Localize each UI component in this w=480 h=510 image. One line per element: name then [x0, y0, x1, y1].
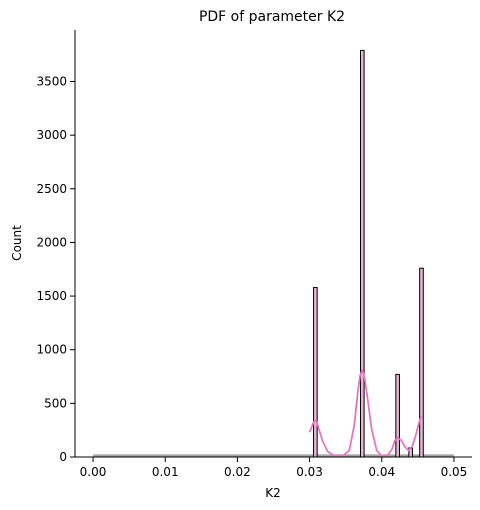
chart-title: PDF of parameter K2	[199, 9, 345, 25]
x-tick-label: 0.03	[296, 465, 323, 479]
x-ticks: 0.00 0.01 0.02 0.03 0.04 0.05	[80, 457, 468, 479]
y-tick-label: 2000	[36, 235, 67, 249]
histogram-bar	[313, 286, 318, 458]
x-axis-label: K2	[265, 486, 281, 500]
histogram-bar	[359, 49, 365, 458]
y-tick-label: 1500	[36, 289, 67, 303]
y-tick-label: 0	[59, 450, 67, 464]
x-tick-label: 0.05	[441, 465, 468, 479]
histogram-bar	[419, 267, 424, 458]
y-axis-label: Count	[10, 225, 24, 261]
histogram-bar	[395, 373, 400, 458]
baseline-layer	[93, 454, 454, 457]
x-tick-label: 0.01	[152, 465, 179, 479]
baseline-band	[93, 454, 454, 457]
kde-curve	[308, 369, 423, 458]
histogram-bars	[313, 49, 424, 458]
y-ticks: 0 500 1000 1500 2000 2500 3000 3500	[36, 74, 75, 464]
y-tick-label: 3000	[36, 128, 67, 142]
x-tick-label: 0.04	[368, 465, 395, 479]
kde-layer	[308, 369, 423, 458]
y-tick-label: 3500	[36, 74, 67, 88]
y-tick-label: 1000	[36, 343, 67, 357]
y-tick-label: 500	[44, 396, 67, 410]
x-tick-label: 0.00	[80, 465, 107, 479]
x-tick-label: 0.02	[224, 465, 251, 479]
y-tick-label: 2500	[36, 182, 67, 196]
